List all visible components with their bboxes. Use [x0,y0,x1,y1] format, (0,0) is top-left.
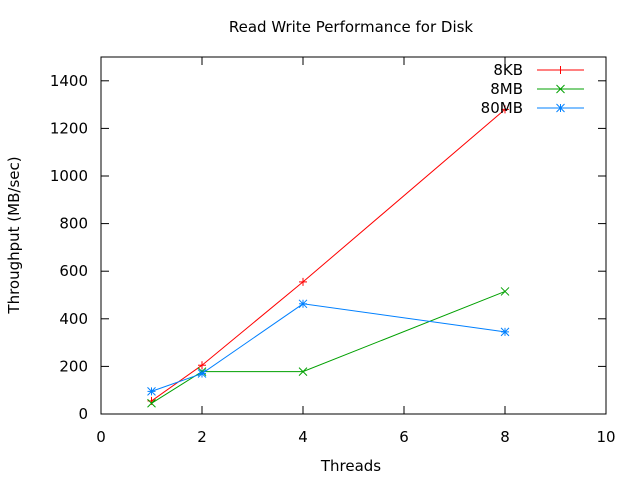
y-axis: 0 200 400 600 800 1000 1200 1400 [50,72,606,423]
y-tick-label: 1000 [50,167,88,185]
legend-label: 8KB [493,61,523,79]
legend-swatch-marker [556,66,565,74]
legend-swatch-marker [556,103,565,113]
legend-item-8kb: 8KB [493,61,584,79]
series-8mb [147,287,510,408]
data-point [198,361,206,370]
y-tick-label: 0 [78,405,88,423]
data-point [298,299,308,309]
x-tick-label: 10 [596,428,615,446]
series-line [151,303,506,392]
y-tick-label: 600 [59,262,88,280]
data-point [197,369,207,378]
data-point [500,287,510,296]
data-point [298,367,308,376]
y-tick-label: 800 [59,215,88,233]
data-point [147,398,156,408]
series-line [151,290,506,404]
chart-title: Read Write Performance for Disk [229,18,474,36]
plot-frame [100,56,607,415]
x-axis: 0 2 4 6 8 10 [96,57,616,446]
series-8kb [147,105,509,405]
series-line [151,108,506,402]
y-tick-label: 400 [59,310,88,328]
data-point [299,277,307,286]
legend-label: 80MB [481,99,523,117]
data-point [147,387,156,396]
data-point [500,327,510,337]
x-tick-label: 6 [399,428,409,446]
y-tick-label: 1400 [50,72,88,90]
x-tick-label: 8 [500,428,510,446]
x-tick-label: 0 [96,428,106,446]
x-tick-label: 4 [298,428,308,446]
legend-swatch-marker [556,84,565,94]
y-tick-label: 200 [59,357,88,375]
legend-item-8mb: 8MB [490,80,584,98]
legend-item-80mb: 80MB [481,99,584,117]
x-axis-label: Threads [320,457,381,475]
x-tick-label: 2 [197,428,207,446]
series-80mb [147,299,510,396]
y-tick-label: 1200 [50,119,88,137]
data-point [501,105,509,114]
y-axis-label: Throughput (MB/sec) [5,156,23,314]
series-layer [147,105,510,408]
legend-label: 8MB [490,80,523,98]
